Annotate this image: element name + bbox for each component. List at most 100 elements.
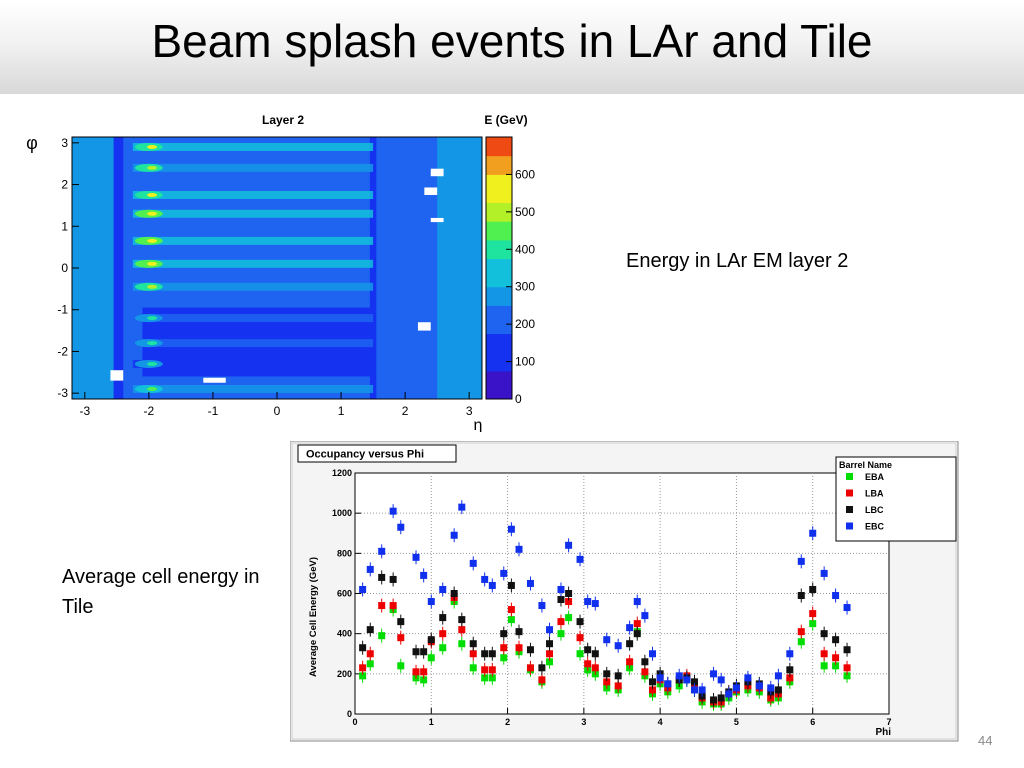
occupancy-point	[397, 618, 405, 626]
colorbar-swatch	[486, 211, 512, 222]
heatmap-x-tick-label: 1	[338, 404, 345, 418]
occupancy-point	[439, 644, 447, 652]
colorbar-swatch	[486, 183, 512, 194]
occupancy-point	[488, 650, 496, 658]
occupancy-point	[820, 662, 828, 670]
occupancy-point	[538, 602, 546, 610]
legend-marker	[846, 506, 853, 513]
colorbar-swatch	[486, 305, 512, 316]
heatmap-x-tick-label: 3	[466, 404, 473, 418]
occupancy-point	[565, 541, 573, 549]
occupancy-legend: Barrel Name EBA LBA LBC EBC	[835, 456, 957, 542]
occupancy-point	[359, 585, 367, 593]
legend-title: Barrel Name	[839, 460, 892, 470]
occupancy-point	[378, 547, 386, 555]
occupancy-point	[664, 680, 672, 688]
colorbar-swatch	[486, 193, 512, 203]
occupancy-point	[591, 600, 599, 608]
occupancy-point	[427, 654, 435, 662]
occupancy-point	[584, 598, 592, 606]
occupancy-point	[412, 648, 420, 656]
occupancy-point	[458, 640, 466, 648]
colorbar-swatch	[486, 155, 512, 166]
occupancy-x-tick-label: 1	[429, 717, 434, 727]
occupancy-title-box: Occupancy versus Phi	[297, 444, 457, 463]
occupancy-point	[538, 664, 546, 672]
colorbar-swatch	[486, 221, 512, 232]
heatmap-band-core	[147, 211, 158, 216]
occupancy-point	[469, 559, 477, 567]
occupancy-point	[378, 632, 386, 640]
occupancy-point	[797, 557, 805, 565]
occupancy-point	[546, 626, 554, 634]
occupancy-point	[458, 626, 466, 634]
heatmap-x-axis-label: η	[474, 417, 483, 432]
heatmap-band-core	[147, 316, 158, 321]
colorbar-swatch	[486, 389, 512, 400]
occupancy-point	[626, 640, 634, 648]
occupancy-y-tick-label: 400	[337, 629, 352, 639]
colorbar-tick-label: 300	[515, 280, 535, 294]
occupancy-point	[469, 640, 477, 648]
occupancy-point	[675, 672, 683, 680]
occupancy-point	[420, 648, 428, 656]
occupancy-point	[488, 581, 496, 589]
colorbar-swatch	[486, 174, 512, 185]
occupancy-point	[500, 644, 508, 652]
occupancy-point	[786, 650, 794, 658]
heatmap-x-tick-label: -2	[144, 404, 155, 418]
occupancy-point	[439, 630, 447, 638]
lar-heatmap: -3 -2 -1 0 1 2 3 3 2 1 0 -1 -2 -3 Layer 2 η φ E (GeV)…	[26, 113, 535, 432]
occupancy-point	[626, 658, 634, 666]
occupancy-point	[584, 646, 592, 654]
occupancy-point	[832, 636, 840, 644]
occupancy-point	[690, 678, 698, 686]
heatmap-band-core	[147, 192, 158, 197]
colorbar-tick-label: 600	[515, 167, 535, 181]
occupancy-point	[378, 573, 386, 581]
occupancy-point	[488, 666, 496, 674]
heatmap-phi-band	[132, 359, 374, 368]
legend-marker	[846, 473, 853, 480]
occupancy-y-tick-label: 0	[347, 709, 352, 719]
occupancy-point	[809, 585, 817, 593]
colorbar-tick-label: 500	[515, 205, 535, 219]
occupancy-point	[603, 678, 611, 686]
occupancy-point	[469, 650, 477, 658]
colorbar-swatch	[486, 370, 512, 381]
heatmap-region-gap	[113, 137, 124, 399]
occupancy-point	[500, 654, 508, 662]
occupancy-point	[717, 694, 725, 702]
occupancy-point	[591, 650, 599, 658]
occupancy-point	[843, 672, 851, 680]
heatmap-x-tick-label: -3	[79, 404, 90, 418]
colorbar-swatch	[486, 202, 512, 213]
legend-entry: EBC	[865, 522, 885, 532]
heatmap-y-axis-label: φ	[26, 133, 38, 153]
heatmap-y-tick-label: 2	[61, 178, 68, 192]
colorbar-swatch	[486, 314, 512, 325]
occupancy-point	[774, 672, 782, 680]
caption-tile: Average cell energy in Tile	[62, 566, 260, 618]
occupancy-point	[809, 610, 817, 618]
occupancy-point	[557, 618, 565, 626]
occupancy-point	[397, 634, 405, 642]
occupancy-point	[420, 676, 428, 684]
heatmap-band-core	[147, 361, 158, 366]
occupancy-point	[481, 575, 489, 583]
occupancy-y-tick-label: 1200	[332, 468, 352, 478]
occupancy-point	[843, 604, 851, 612]
occupancy-point	[538, 676, 546, 684]
heatmap-dead-cell	[430, 168, 444, 177]
heatmap-band-core	[147, 145, 158, 150]
occupancy-point	[546, 650, 554, 658]
occupancy-y-tick-label: 1000	[332, 508, 352, 518]
occupancy-point	[526, 579, 534, 587]
colorbar-swatch	[486, 361, 512, 372]
heatmap-y-tick-label: -3	[57, 386, 68, 400]
occupancy-x-axis-label: Phi	[875, 727, 891, 738]
occupancy-point	[614, 642, 622, 650]
occupancy-point	[744, 674, 752, 682]
occupancy-point	[820, 569, 828, 577]
occupancy-point	[515, 644, 523, 652]
